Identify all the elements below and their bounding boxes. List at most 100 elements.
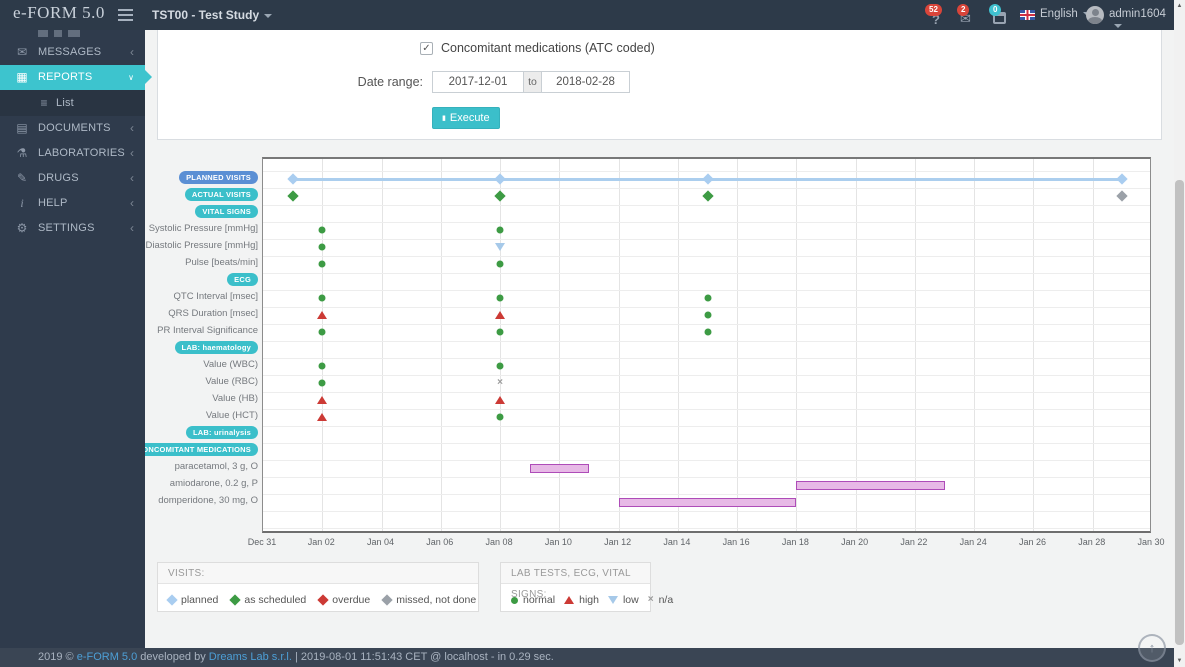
gridline-horizontal (263, 442, 1150, 444)
marker-normal (496, 362, 504, 370)
legend-item-label: normal (523, 594, 556, 606)
date-to-input[interactable] (541, 71, 630, 93)
help-icon[interactable]: ? (932, 12, 940, 27)
gridline-horizontal (263, 238, 1150, 240)
gridline-horizontal (263, 187, 1150, 189)
user-avatar[interactable] (1086, 6, 1104, 24)
gridline-horizontal (263, 204, 1150, 206)
gridline-vertical (1033, 159, 1035, 531)
legend-item-label: low (622, 594, 639, 606)
marker-missed (1116, 190, 1129, 202)
marker-planned (701, 173, 714, 185)
help-count-badge: 52 (925, 4, 942, 16)
execute-button[interactable]: ▮ Execute (432, 107, 500, 129)
chart-category-row: LAB: urinalysis (185, 425, 258, 439)
sidebar-item-settings[interactable]: ⚙ SETTINGS ‹ (0, 216, 145, 241)
legend-item-as-scheduled: as scheduled (229, 594, 307, 606)
sidebar-item-label: MESSAGES (38, 46, 102, 58)
gridline-horizontal (263, 221, 1150, 223)
chart-row-label: PR Interval Significance (157, 324, 258, 336)
gridline-horizontal (263, 170, 1150, 172)
x-tick-label: Jan 22 (900, 537, 928, 547)
uk-flag-icon (1020, 10, 1035, 20)
marker-missed (381, 594, 393, 606)
sidebar-item-messages[interactable]: ✉ MESSAGES ‹ (0, 40, 145, 65)
marker-as-scheduled (494, 190, 506, 202)
chevron-left-icon: ‹ (130, 221, 134, 235)
sidebar-item-label: LABORATORIES (38, 147, 125, 159)
date-range-label: Date range: (357, 75, 423, 89)
user-name-label: admin1604 (1109, 8, 1166, 20)
sidebar-item-help[interactable]: i HELP ‹ (0, 191, 145, 216)
report-icon: ▦ (16, 70, 28, 84)
footer-app-link[interactable]: e-FORM 5.0 (76, 651, 138, 663)
chart-category-row: LAB: haematology (174, 340, 258, 354)
sidebar-item-list[interactable]: ≡ List (0, 90, 145, 116)
info-icon: i (20, 196, 24, 210)
sidebar-item-reports[interactable]: ▦ REPORTS ∨ (0, 65, 152, 90)
chart-row-label: domperidone, 30 mg, O (158, 494, 258, 506)
gridline-horizontal (263, 425, 1150, 427)
sidebar-toggle-icon[interactable] (118, 9, 133, 21)
scrollbar-thumb[interactable] (1175, 180, 1184, 645)
scrollbar-up-arrow[interactable]: ▲ (1176, 3, 1183, 9)
marker-normal (318, 379, 326, 387)
x-tick-label: Jan 10 (544, 537, 572, 547)
legend-item-normal: normal (511, 594, 555, 606)
scrollbar-down-arrow[interactable]: ▼ (1176, 658, 1183, 664)
marker-normal (496, 226, 504, 234)
chart-row-label: Diastolic Pressure [mmHg] (145, 239, 258, 251)
concomitant-medications-checkbox[interactable]: ✓ (420, 42, 433, 55)
execute-icon: ▮ (442, 115, 446, 122)
chevron-down-icon (264, 13, 273, 18)
x-tick-label: Jan 18 (781, 537, 809, 547)
gridline-horizontal (263, 408, 1150, 410)
marker-normal (704, 328, 711, 336)
footer-timestamp: | 2019-08-01 11:51:43 CET @ localhost - … (295, 651, 554, 663)
medication-bar (529, 463, 589, 473)
sidebar-item-documents[interactable]: ▤ DOCUMENTS ‹ (0, 116, 145, 141)
labs-legend: LAB TESTS, ECG, VITAL SIGNS: normal high l… (500, 562, 673, 612)
gridline-horizontal (263, 391, 1150, 393)
chart-row-label: amiodarone, 0.2 g, P (169, 477, 258, 489)
marker-planned (166, 594, 178, 606)
footer-devlab-link[interactable]: Dreams Lab s.r.l. (208, 651, 292, 663)
chart-plot-area: × (262, 157, 1151, 533)
gridline-horizontal (263, 510, 1150, 512)
gridline-vertical (618, 159, 620, 531)
legend-item-na: × n/a (648, 594, 673, 606)
marker-as-scheduled (229, 594, 242, 606)
sidebar-item-label: SETTINGS (38, 222, 95, 234)
chevron-left-icon: ‹ (130, 121, 134, 135)
page-scrollbar[interactable]: ▲ ▼ (1174, 0, 1185, 667)
marker-na: × (647, 594, 654, 606)
chart-category-pill: LAB: urinalysis (185, 425, 258, 439)
date-to-separator: to (524, 71, 541, 93)
chart-row-label: Value (RBC) (205, 375, 258, 387)
legend-item-label: as scheduled (244, 594, 307, 606)
sidebar-item-laboratories[interactable]: ⚗ LABORATORIES ‹ (0, 141, 145, 166)
medication-bar (618, 497, 797, 507)
x-tick-label: Jan 28 (1078, 537, 1106, 547)
scroll-to-top-button[interactable]: ↑ (1138, 634, 1166, 662)
sidebar-item-label: REPORTS (38, 71, 93, 83)
gridline-horizontal (263, 323, 1150, 325)
visits-legend-title: VISITS: (158, 563, 478, 584)
check-icon: ✓ (422, 43, 431, 54)
gridline-horizontal (263, 289, 1150, 291)
calendar-icon[interactable] (993, 12, 1006, 24)
messages-icon[interactable]: ✉ (960, 11, 971, 26)
legend-item-missed: missed, not done (381, 594, 476, 606)
sidebar-item-label: List (56, 97, 74, 109)
user-menu[interactable]: admin1604 (1109, 8, 1174, 32)
language-menu[interactable]: English (1040, 8, 1091, 20)
chart-category-row: PLANNED VISITS (179, 170, 258, 184)
marker-high (495, 311, 506, 319)
date-from-input[interactable] (432, 71, 524, 93)
study-selector[interactable]: TST00 - Test Study (152, 8, 273, 22)
footer-developed-by: developed by (140, 651, 206, 663)
chart-row-label: QRS Duration [msec] (168, 307, 258, 319)
gridline-vertical (796, 159, 798, 531)
sidebar-item-drugs[interactable]: ✎ DRUGS ‹ (0, 166, 145, 191)
sidebar-item-clipped[interactable] (38, 30, 108, 37)
